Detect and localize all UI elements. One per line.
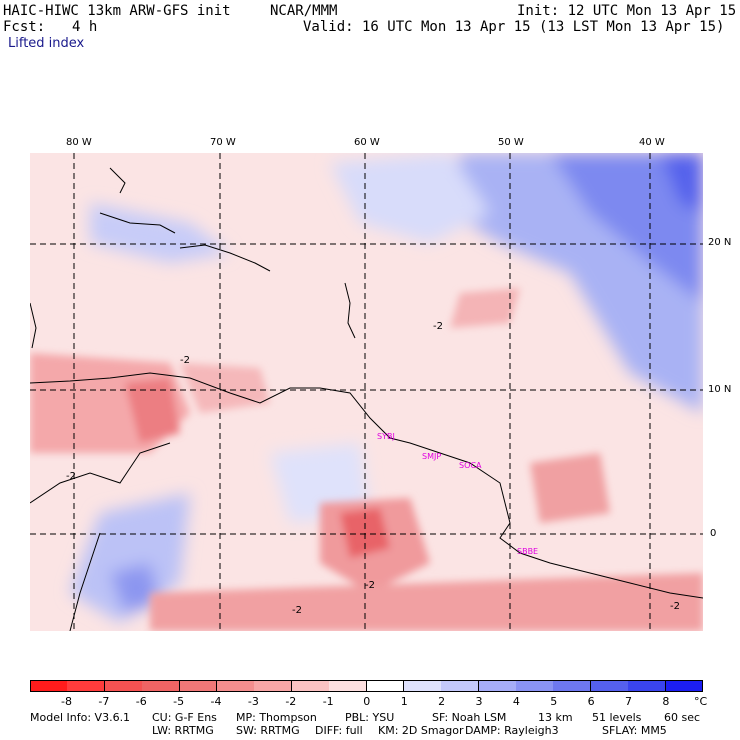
station-label: SOCA <box>459 461 482 470</box>
valid-time: Valid: 16 UTC Mon 13 Apr 15 (13 LST Mon … <box>303 19 725 35</box>
model-info-item: DIFF: full <box>315 724 363 737</box>
colorbar-tick-label: -4 <box>210 695 222 708</box>
contour-labels: -2 -2 -2 -2 -2 -2 <box>66 321 680 616</box>
unstable-regions <box>30 288 703 631</box>
colorbar-tick-label: 4 <box>512 695 520 708</box>
colorbar-frame <box>30 680 703 692</box>
colorbar-swatch <box>254 680 293 692</box>
colorbar-tick-label: 3 <box>475 695 483 708</box>
colorbar-swatch <box>329 680 367 692</box>
stable-regions <box>70 153 703 623</box>
model-info-item: Model Info: V3.6.1 <box>30 711 131 724</box>
colorbar-unit: °C <box>694 695 708 708</box>
colorbar-swatch <box>142 680 181 692</box>
contour-label: -2 <box>365 580 375 591</box>
contour-label: -2 <box>180 355 190 366</box>
colorbar-tick-label: 1 <box>400 695 408 708</box>
coastline <box>30 167 703 631</box>
lat-tick-label: 0 <box>710 528 717 539</box>
lat-tick-label: 10 N <box>708 384 732 395</box>
contour-label: -2 <box>433 321 443 332</box>
colorbar-swatch <box>403 680 442 692</box>
colorbar-swatch <box>441 680 480 692</box>
colorbar-swatch <box>590 680 629 692</box>
colorbar-swatch <box>478 680 517 692</box>
model-title: HAIC-HIWC 13km ARW-GFS init <box>3 3 231 19</box>
lon-tick-label: 70 W <box>210 137 236 148</box>
colorbar-tick-label: 2 <box>438 695 446 708</box>
stations: SYBJ SMJP SOCA SBBE <box>377 432 538 556</box>
lat-tick-label: 20 N <box>708 237 732 248</box>
colorbar-tick-label: 5 <box>550 695 558 708</box>
model-info-item: SW: RRTMG <box>236 724 300 737</box>
graticule <box>30 153 703 631</box>
lon-tick-label: 80 W <box>66 137 92 148</box>
model-info-item: 51 levels <box>592 711 642 724</box>
colorbar-tick-label: -1 <box>322 695 334 708</box>
colorbar-tick-label: -8 <box>60 695 72 708</box>
model-info-item: PBL: YSU <box>345 711 395 724</box>
contour-label: -2 <box>66 471 76 482</box>
init-time: Init: 12 UTC Mon 13 Apr 15 <box>517 3 737 19</box>
colorbar-tick-label: 6 <box>587 695 595 708</box>
model-info-item: DAMP: Rayleigh3 <box>465 724 559 737</box>
model-info-item: MP: Thompson <box>236 711 317 724</box>
institution-label: NCAR/MMM <box>270 3 338 19</box>
model-info-item: 13 km <box>538 711 573 724</box>
model-info-item: CU: G-F Ens <box>152 711 217 724</box>
colorbar-tick-label: 0 <box>363 695 371 708</box>
colorbar-tick-label: -5 <box>173 695 185 708</box>
forecast-label: Fcst: <box>3 19 46 35</box>
lon-tick-label: 40 W <box>639 137 665 148</box>
station-label: SBBE <box>517 547 538 556</box>
forecast-hour: 4 h <box>72 19 98 35</box>
colorbar-swatch <box>628 680 667 692</box>
lon-tick-label: 50 W <box>498 137 524 148</box>
colorbar-swatch <box>179 680 218 692</box>
contour-label: -2 <box>670 601 680 612</box>
field-name: Lifted index <box>8 36 85 51</box>
colorbar-tick-label: 8 <box>662 695 670 708</box>
colorbar <box>30 680 704 692</box>
model-info-item: KM: 2D Smagor <box>378 724 464 737</box>
colorbar-swatch <box>665 680 704 692</box>
colorbar-tick-label: -7 <box>98 695 110 708</box>
model-info-item: 60 sec <box>664 711 701 724</box>
colorbar-swatch <box>216 680 255 692</box>
colorbar-swatch <box>291 680 330 692</box>
colorbar-tick-label: -3 <box>247 695 259 708</box>
model-info-item: SF: Noah LSM <box>432 711 507 724</box>
station-label: SMJP <box>422 452 441 461</box>
contour-label: -2 <box>292 605 302 616</box>
lon-tick-label: 60 W <box>354 137 380 148</box>
colorbar-swatch <box>67 680 106 692</box>
lifted-index-map: -2 -2 -2 -2 -2 -2 SYBJ SMJP SOCA SBBE <box>30 153 703 631</box>
colorbar-tick-label: 7 <box>625 695 633 708</box>
station-label: SYBJ <box>377 432 395 441</box>
colorbar-swatch <box>516 680 554 692</box>
model-info-item: SFLAY: MM5 <box>602 724 667 737</box>
colorbar-swatch <box>104 680 143 692</box>
colorbar-tick-label: -2 <box>285 695 297 708</box>
colorbar-tick-label: -6 <box>135 695 147 708</box>
model-info-item: LW: RRTMG <box>152 724 214 737</box>
colorbar-swatch <box>553 680 592 692</box>
